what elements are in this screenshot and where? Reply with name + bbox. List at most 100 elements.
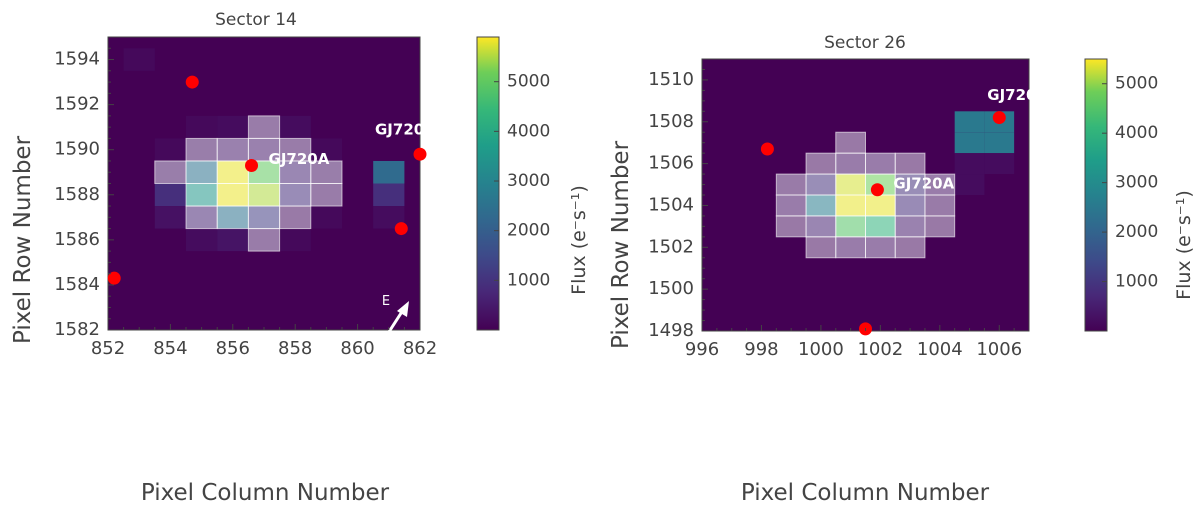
- heatmap-cell: [373, 206, 405, 229]
- compass-east-label: E: [382, 294, 390, 309]
- heatmap-cell: [154, 183, 186, 207]
- aperture-pixel: [185, 137, 218, 162]
- colorbar-tick-label: 1000: [507, 270, 550, 290]
- heatmap-cell: [806, 236, 836, 258]
- plot-area: GJ720A GJ720B N E: [701, 58, 1048, 397]
- colorbar-tick-label: 3000: [507, 171, 550, 191]
- aperture-pixel: [924, 194, 956, 217]
- aperture-pixel: [185, 205, 218, 230]
- heatmap-cell: [806, 195, 836, 216]
- colorbar: 1000 2000 3000 4000 5000 Flux (e⁻s⁻¹): [476, 36, 590, 331]
- y-axis: 1498 1500 1502 1504 1506 1508 1510: [648, 58, 708, 341]
- heatmap-cell: [186, 115, 218, 139]
- x-tick-label: 860: [340, 338, 374, 359]
- heatmap-cell: [865, 153, 896, 175]
- aperture-pixel: [775, 215, 807, 238]
- y-tick-label: 1590: [54, 139, 100, 160]
- heatmap-cell: [154, 138, 186, 161]
- x-tick-label: 856: [216, 338, 250, 359]
- colorbar-label: Flux (e⁻s⁻¹): [1173, 190, 1195, 300]
- y-tick-label: 1584: [54, 274, 100, 295]
- panel-title: Sector 26: [824, 33, 906, 53]
- x-tick-label: 1000: [798, 339, 844, 360]
- colorbar-tick-label: 4000: [507, 121, 550, 141]
- star-label: GJ720B: [987, 86, 1048, 104]
- aperture-pixel: [279, 205, 312, 230]
- aperture-pixel: [894, 215, 926, 238]
- x-tick-label: 1002: [857, 339, 903, 360]
- heatmap-cell: [806, 174, 836, 195]
- heatmap-cell: [310, 183, 342, 207]
- heatmap-cell: [310, 206, 342, 229]
- aperture-pixel: [805, 215, 837, 238]
- star-label: GJ720A: [269, 150, 330, 168]
- y-tick-label: 1588: [54, 184, 100, 205]
- heatmap-cell: [373, 160, 405, 184]
- aperture-pixel: [835, 236, 866, 259]
- colorbar-tick-label: 3000: [1115, 173, 1158, 193]
- star-marker: [394, 222, 408, 236]
- aperture-pixel: [216, 137, 249, 162]
- y-tick-label: 1582: [54, 319, 100, 340]
- heatmap-cell: [835, 174, 866, 195]
- aperture-pixel: [216, 160, 249, 184]
- colorbar-tick-label: 2000: [1115, 222, 1158, 242]
- compass: N E: [933, 331, 1009, 397]
- colorbar-tick-label: 4000: [1115, 123, 1158, 143]
- star-marker: [413, 147, 427, 161]
- heatmap-cell: [835, 195, 866, 216]
- y-tick-label: 1500: [648, 278, 694, 299]
- heatmap-cell: [954, 174, 985, 195]
- colorbar-tick-label: 2000: [507, 221, 550, 241]
- aperture-pixel: [835, 215, 866, 238]
- y-tick-label: 1510: [648, 69, 694, 90]
- heatmap-cell: [217, 115, 249, 139]
- aperture-pixel: [894, 194, 926, 217]
- heatmap-cell: [865, 195, 896, 216]
- heatmap-cell: [373, 183, 405, 207]
- aperture-pixel: [865, 236, 896, 259]
- y-tick-label: 1506: [648, 153, 694, 174]
- heatmap-cell: [835, 153, 866, 175]
- panel-title: Sector 14: [215, 10, 297, 30]
- heatmap-cell: [217, 228, 249, 252]
- x-tick-label: 1004: [917, 339, 963, 360]
- y-tick-label: 1504: [648, 194, 694, 215]
- heatmap-cell: [954, 132, 985, 154]
- compass: E N: [356, 294, 409, 440]
- colorbar-label: Flux (e⁻s⁻¹): [568, 185, 590, 295]
- heatmap-cell: [835, 236, 866, 258]
- heatmap-cell: [835, 215, 866, 237]
- plot-area: GJ720A GJ720B E N: [107, 36, 436, 440]
- compass-north-label: N: [951, 331, 961, 346]
- heatmap-cell: [954, 111, 985, 133]
- heatmap-cell: [186, 183, 218, 207]
- star-marker: [107, 271, 121, 285]
- star-label: GJ720B: [375, 121, 436, 139]
- aperture-pixel: [805, 173, 837, 196]
- x-axis: 996 998 1000 1002 1004 1006: [685, 325, 1030, 360]
- aperture-pixel: [865, 194, 896, 217]
- heatmap-cell: [984, 132, 1015, 154]
- y-tick-label: 1498: [648, 320, 694, 341]
- x-axis-label: Pixel Column Number: [141, 480, 390, 506]
- aperture-pixel: [805, 152, 837, 175]
- heatmap-cell: [217, 206, 249, 229]
- heatmap-cell: [924, 174, 955, 195]
- heatmap-cell: [835, 132, 866, 154]
- star-label: GJ720A: [893, 174, 954, 192]
- heatmap-cell: [895, 195, 925, 216]
- star-marker: [992, 111, 1006, 125]
- aperture-pixel: [247, 205, 281, 230]
- aperture-pixel: [894, 152, 926, 175]
- heatmap-cell: [865, 236, 896, 258]
- y-tick-label: 1508: [648, 111, 694, 132]
- y-axis-label: Pixel Row Number: [608, 140, 634, 349]
- heatmap-cell: [217, 183, 249, 207]
- aperture-pixel: [216, 183, 249, 207]
- aperture-pixel: [247, 183, 281, 207]
- x-tick-label: 852: [91, 338, 125, 359]
- aperture-pixel: [805, 194, 837, 217]
- aperture-pixel: [835, 194, 866, 217]
